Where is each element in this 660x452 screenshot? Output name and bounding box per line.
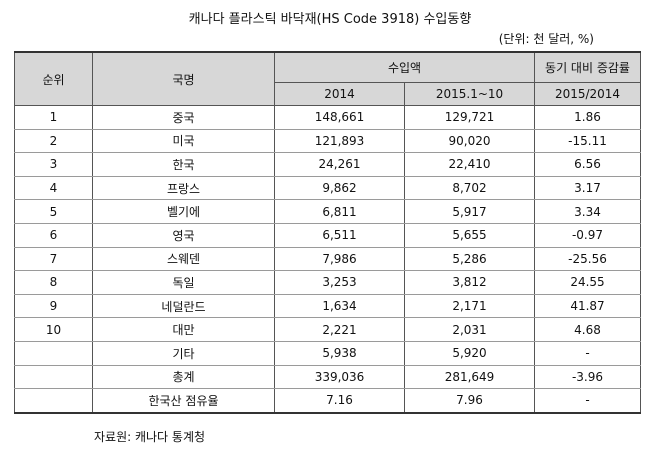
table-row: 8 독일 3,253 3,812 24.55 <box>14 270 641 295</box>
header-yoy-period: 2015/2014 <box>534 82 641 106</box>
table-row: 3 한국 24,261 22,410 6.56 <box>14 152 641 177</box>
cell-2014: 9,862 <box>274 175 405 201</box>
cell-rank: 5 <box>14 199 93 224</box>
cell-rank <box>14 364 93 390</box>
cell-country: 기타 <box>92 340 275 366</box>
cell-yoy: 24.55 <box>534 270 641 295</box>
cell-2014: 339,036 <box>274 364 405 390</box>
table-row: 9 네덜란드 1,634 2,171 41.87 <box>14 293 641 319</box>
cell-country: 벨기에 <box>92 199 275 224</box>
table-row: 1 중국 148,661 129,721 1.86 <box>14 105 641 130</box>
cell-country: 독일 <box>92 270 275 295</box>
cell-2014: 7,986 <box>274 246 405 272</box>
header-rank: 순위 <box>14 51 93 106</box>
table-row: 6 영국 6,511 5,655 -0.97 <box>14 222 641 248</box>
cell-2015: 5,920 <box>404 340 535 366</box>
cell-rank: 10 <box>14 317 93 342</box>
cell-yoy: - <box>534 340 641 366</box>
cell-yoy: 6.56 <box>534 152 641 177</box>
cell-rank: 3 <box>14 152 93 177</box>
cell-yoy: -3.96 <box>534 364 641 390</box>
cell-2014: 6,811 <box>274 199 405 224</box>
cell-2015: 8,702 <box>404 175 535 201</box>
cell-yoy: -25.56 <box>534 246 641 272</box>
cell-2014: 1,634 <box>274 293 405 319</box>
cell-2015: 3,812 <box>404 270 535 295</box>
cell-rank <box>14 388 93 414</box>
header-2015: 2015.1~10 <box>404 82 535 106</box>
cell-2015: 5,655 <box>404 222 535 248</box>
cell-2014: 121,893 <box>274 128 405 154</box>
table-row: 5 벨기에 6,811 5,917 3.34 <box>14 199 641 224</box>
cell-country: 영국 <box>92 222 275 248</box>
cell-rank <box>14 340 93 366</box>
cell-2015: 129,721 <box>404 105 535 130</box>
header-country: 국명 <box>92 51 275 106</box>
cell-rank: 1 <box>14 105 93 130</box>
cell-2014: 7.16 <box>274 388 405 414</box>
cell-rank: 7 <box>14 246 93 272</box>
cell-2015: 2,031 <box>404 317 535 342</box>
cell-2015: 5,286 <box>404 246 535 272</box>
cell-yoy: -15.11 <box>534 128 641 154</box>
cell-2015: 5,917 <box>404 199 535 224</box>
cell-country: 미국 <box>92 128 275 154</box>
header-import-amount: 수입액 <box>274 51 535 83</box>
cell-2014: 5,938 <box>274 340 405 366</box>
cell-yoy: 1.86 <box>534 105 641 130</box>
import-trend-table: 순위 국명 수입액 동기 대비 증감률 2014 2015.1~10 2015/… <box>14 51 641 414</box>
page-title: 캐나다 플라스틱 바닥재(HS Code 3918) 수입동향 <box>188 12 472 27</box>
cell-country: 중국 <box>92 105 275 130</box>
cell-yoy: 4.68 <box>534 317 641 342</box>
table-row: 7 스웨덴 7,986 5,286 -25.56 <box>14 246 641 272</box>
cell-2014: 3,253 <box>274 270 405 295</box>
cell-yoy: - <box>534 388 641 414</box>
cell-2015: 7.96 <box>404 388 535 414</box>
header-yoy: 동기 대비 증감률 <box>534 51 641 83</box>
cell-2015: 281,649 <box>404 364 535 390</box>
cell-2015: 2,171 <box>404 293 535 319</box>
cell-rank: 6 <box>14 222 93 248</box>
cell-rank: 8 <box>14 270 93 295</box>
cell-yoy: 3.17 <box>534 175 641 201</box>
cell-2015: 90,020 <box>404 128 535 154</box>
cell-2014: 2,221 <box>274 317 405 342</box>
cell-yoy: -0.97 <box>534 222 641 248</box>
cell-2014: 148,661 <box>274 105 405 130</box>
cell-2015: 22,410 <box>404 152 535 177</box>
table-row: 총계 339,036 281,649 -3.96 <box>14 364 641 390</box>
cell-country: 한국 <box>92 152 275 177</box>
table-row: 10 대만 2,221 2,031 4.68 <box>14 317 641 342</box>
cell-country: 대만 <box>92 317 275 342</box>
cell-country: 한국산 점유율 <box>92 388 275 414</box>
cell-rank: 2 <box>14 128 93 154</box>
table-row: 2 미국 121,893 90,020 -15.11 <box>14 128 641 154</box>
table-row: 기타 5,938 5,920 - <box>14 340 641 366</box>
cell-rank: 9 <box>14 293 93 319</box>
cell-2014: 6,511 <box>274 222 405 248</box>
cell-yoy: 41.87 <box>534 293 641 319</box>
cell-2014: 24,261 <box>274 152 405 177</box>
cell-country: 총계 <box>92 364 275 390</box>
cell-country: 네덜란드 <box>92 293 275 319</box>
header-2014: 2014 <box>274 82 405 106</box>
cell-yoy: 3.34 <box>534 199 641 224</box>
cell-rank: 4 <box>14 175 93 201</box>
table-row: 4 프랑스 9,862 8,702 3.17 <box>14 175 641 201</box>
cell-country: 스웨덴 <box>92 246 275 272</box>
table-row: 한국산 점유율 7.16 7.96 - <box>14 388 641 414</box>
cell-country: 프랑스 <box>92 175 275 201</box>
source-note: 자료원: 캐나다 통계청 <box>94 430 206 444</box>
unit-note: (단위: 천 달러, %) <box>498 32 594 46</box>
